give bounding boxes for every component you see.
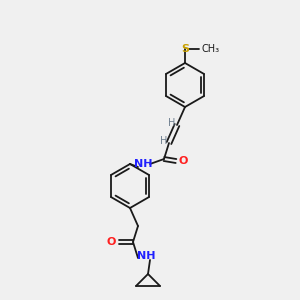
Text: S: S xyxy=(181,44,189,54)
Text: O: O xyxy=(106,237,116,247)
Text: O: O xyxy=(178,156,188,166)
Text: NH: NH xyxy=(137,251,155,261)
Text: NH: NH xyxy=(134,159,152,169)
Text: CH₃: CH₃ xyxy=(201,44,219,54)
Text: H: H xyxy=(168,118,176,128)
Text: H: H xyxy=(160,136,168,146)
